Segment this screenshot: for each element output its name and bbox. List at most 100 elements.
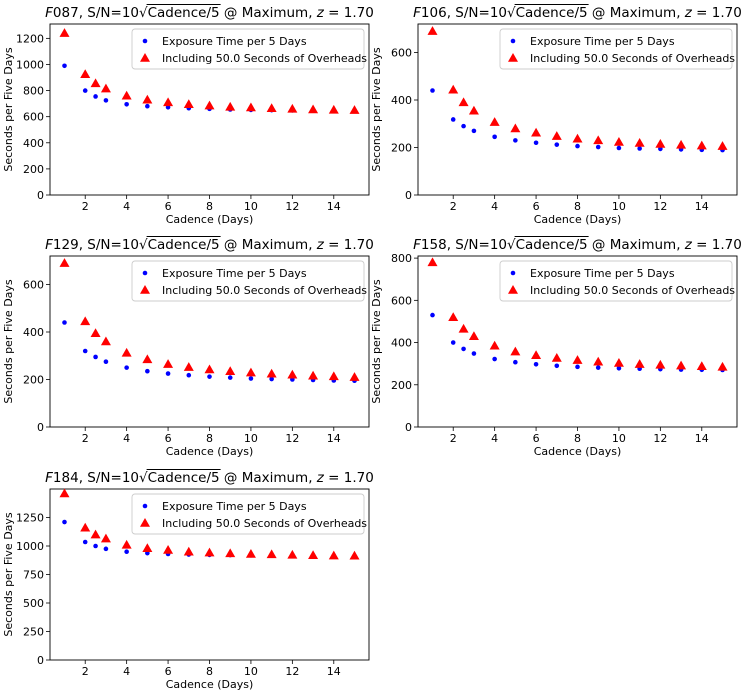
overhead-point: [266, 368, 277, 378]
x-tick-label: 4: [491, 200, 498, 213]
exposure-point: [227, 375, 233, 380]
exposure-point: [554, 363, 560, 369]
y-axis-label: Seconds per Five Days: [370, 47, 383, 172]
legend-overheads-label: Including 50.0 Seconds of Overheads: [162, 52, 367, 65]
y-tick-label: 600: [391, 294, 412, 307]
overhead-point: [448, 84, 459, 94]
overhead-point: [468, 331, 479, 340]
exposure-point: [165, 104, 171, 110]
exposure-point: [430, 88, 435, 93]
title-sn: , S/N=10: [79, 470, 139, 486]
overhead-point: [448, 312, 459, 321]
overhead-point: [225, 366, 236, 375]
y-tick-label: 800: [391, 252, 412, 265]
exposure-point: [533, 362, 539, 367]
title-z-symbol: z: [316, 237, 325, 253]
legend-exposure-marker: [510, 38, 516, 44]
overhead-point: [204, 364, 215, 374]
overhead-point: [349, 550, 360, 560]
chart-title: F184, S/N=10√Cadence/5 @ Maximum, z = 1.…: [45, 470, 374, 486]
y-tick-label: 200: [23, 163, 44, 176]
x-tick-label: 14: [327, 200, 341, 213]
overhead-point: [696, 140, 707, 150]
x-tick-label: 10: [244, 200, 258, 213]
legend: Exposure Time per 5 Days Including 50.0 S…: [131, 260, 367, 302]
overhead-point: [100, 533, 111, 543]
title-z-value: = 1.70: [692, 5, 742, 21]
title-z-symbol: z: [684, 5, 693, 21]
title-filter-number: 184: [53, 470, 79, 486]
x-tick-label: 8: [574, 432, 581, 445]
x-axis-label: Cadence (Days): [166, 678, 254, 691]
chart-title: F087, S/N=10√Cadence/5 @ Maximum, z = 1.…: [45, 5, 374, 21]
x-tick-label: 4: [123, 200, 130, 213]
title-tail: @ Maximum,: [588, 5, 685, 21]
overhead-point: [245, 548, 256, 558]
x-tick-label: 2: [450, 432, 457, 445]
x-tick-label: 2: [450, 200, 457, 213]
title-filter: F: [45, 470, 53, 486]
title-radicand: Cadence/5: [148, 237, 220, 253]
exposure-point: [658, 146, 663, 152]
title-filter-number: 087: [53, 5, 79, 21]
exposure-point: [513, 138, 518, 143]
legend-overheads-label: Including 50.0 Seconds of Overheads: [162, 284, 367, 297]
overhead-point: [613, 137, 624, 146]
overhead-point: [717, 361, 728, 371]
x-tick-label: 12: [285, 665, 299, 678]
x-tick-label: 2: [82, 200, 89, 213]
exposure-point: [103, 546, 109, 552]
overhead-point: [468, 105, 479, 115]
overhead-point: [142, 543, 153, 553]
overhead-point: [287, 369, 298, 379]
exposure-point: [82, 348, 88, 354]
title-tail: @ Maximum,: [220, 470, 317, 486]
legend: Exposure Time per 5 Days Including 50.0 S…: [499, 28, 735, 70]
y-tick-label: 200: [391, 379, 412, 392]
legend-box: [131, 260, 365, 302]
legend-overheads-marker: [140, 285, 150, 294]
x-axis-label: Cadence (Days): [534, 213, 622, 226]
x-tick-label: 8: [206, 665, 213, 678]
exposure-point: [124, 101, 129, 107]
overhead-point: [225, 548, 236, 558]
x-tick-label: 12: [285, 432, 299, 445]
overhead-point: [245, 102, 256, 112]
exposure-point: [93, 94, 98, 99]
exposure-point: [554, 142, 560, 147]
title-sn: , S/N=10: [79, 5, 139, 21]
y-tick-label: 600: [23, 279, 44, 292]
overhead-point: [489, 117, 500, 126]
exposure-point: [124, 549, 129, 554]
exposure-point: [82, 539, 88, 545]
legend-box: [131, 493, 365, 535]
overhead-point: [266, 103, 277, 112]
overhead-point: [593, 135, 604, 145]
exposure-point: [513, 359, 518, 365]
x-tick-label: 4: [491, 432, 498, 445]
legend-exposure-marker: [142, 270, 148, 276]
x-tick-label: 8: [574, 200, 581, 213]
overhead-point: [696, 361, 707, 370]
title-filter: F: [413, 237, 421, 253]
x-tick-label: 14: [327, 665, 341, 678]
legend-exposure-marker: [142, 38, 148, 44]
y-tick-label: 200: [391, 142, 412, 155]
overhead-point: [593, 356, 604, 366]
exposure-point: [62, 320, 67, 325]
chart-title: F106, S/N=10√Cadence/5 @ Maximum, z = 1.…: [413, 5, 742, 21]
overhead-point: [531, 350, 542, 359]
exposure-point: [145, 103, 150, 109]
overhead-point: [489, 340, 500, 350]
overhead-point: [183, 546, 194, 556]
x-tick-label: 4: [123, 432, 130, 445]
title-z-value: = 1.70: [324, 5, 374, 21]
overhead-point: [572, 355, 583, 364]
overhead-point: [80, 522, 91, 532]
overhead-point: [655, 138, 666, 148]
x-tick-label: 14: [327, 432, 341, 445]
exposure-point: [616, 145, 622, 151]
x-tick-label: 10: [244, 432, 258, 445]
title-sn: , S/N=10: [79, 237, 139, 253]
